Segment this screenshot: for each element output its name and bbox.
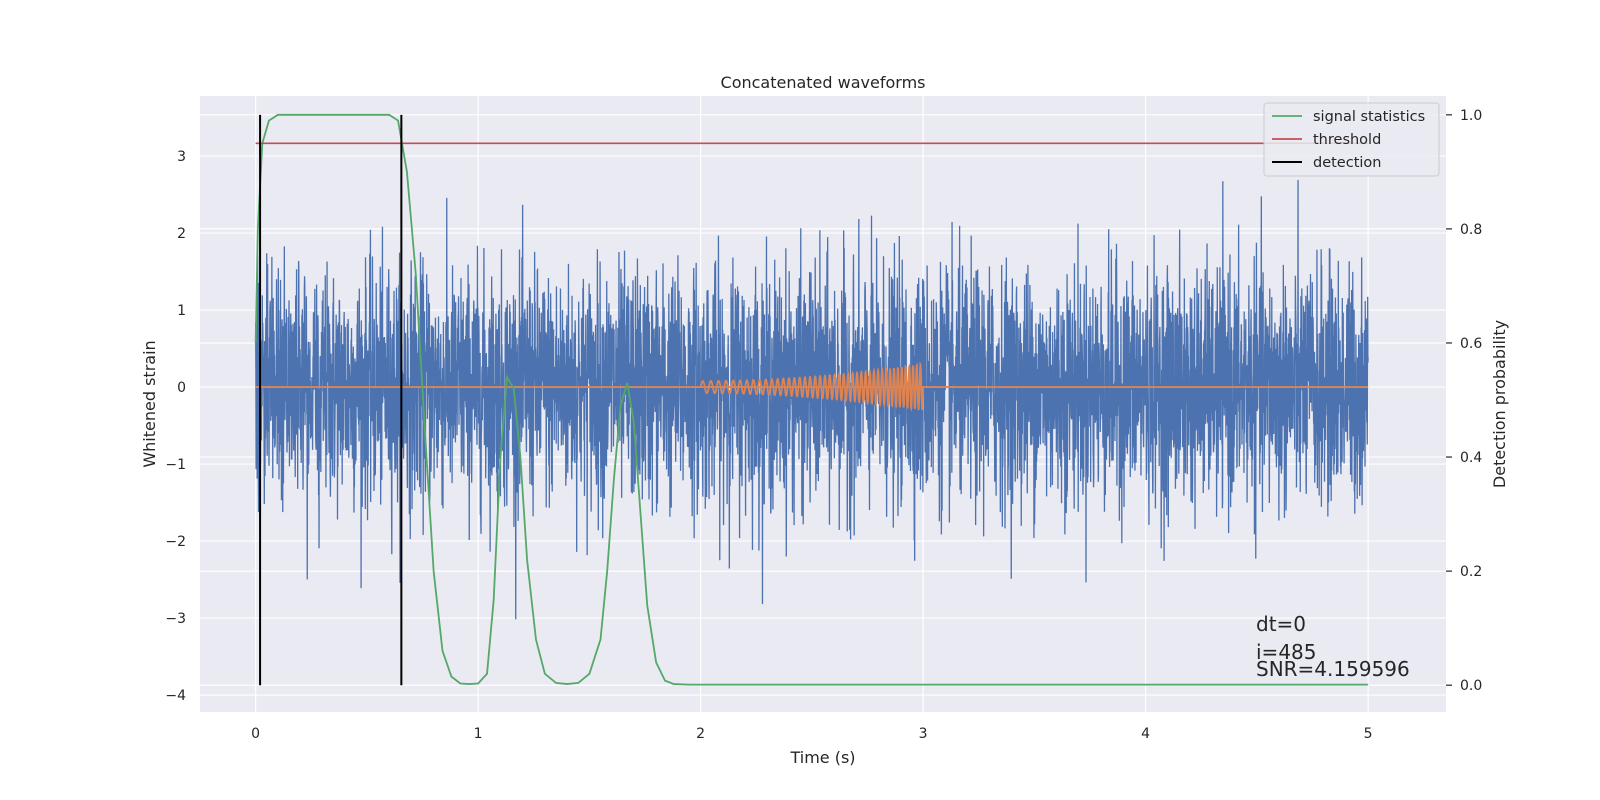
series-signal-statistics	[254, 113, 1369, 686]
legend-label-threshold: threshold	[1313, 132, 1381, 148]
y-tick-label: −4	[165, 688, 186, 704]
legend: signal statistics threshold detection	[1263, 102, 1440, 177]
y-tick-label: 1	[177, 303, 186, 319]
y-tick-label: −1	[165, 457, 186, 473]
x-tick-label: 0	[251, 726, 260, 742]
y2-axis-label: Detection probability	[1490, 320, 1509, 488]
x-tick-label: 3	[919, 726, 928, 742]
chart-title: Concatenated waveforms	[721, 73, 926, 92]
series-template-chirp	[699, 361, 925, 412]
legend-box	[1263, 102, 1440, 177]
annotation-snr: SNR=4.159596	[1256, 657, 1410, 681]
legend-label-signal-statistics: signal statistics	[1313, 109, 1425, 125]
y-tick-label: 3	[177, 149, 186, 165]
y-axis-label: Whitened strain	[140, 340, 159, 467]
annotation-dt: dt=0	[1256, 612, 1306, 636]
x-tick-label: 1	[474, 726, 483, 742]
y-tick-label: −3	[165, 611, 186, 627]
y2-tick-label: 0.2	[1460, 564, 1482, 580]
x-tick-label: 2	[696, 726, 705, 742]
legend-label-detection: detection	[1313, 155, 1381, 171]
series-strain-noise	[254, 180, 1369, 620]
y2-tick-label: 0.0	[1460, 678, 1482, 694]
y2-tick-label: 0.6	[1460, 336, 1482, 352]
y-tick-label: 0	[177, 380, 186, 396]
tick-layer: 0 1 2 3 4 5 −4 −3 −2 −1 0 1 2 3 0.0 0.2 0.4 0.6 0.8 1.0	[165, 108, 1482, 742]
x-tick-label: 5	[1364, 726, 1373, 742]
y2-tick-label: 0.4	[1460, 450, 1482, 466]
y2-tick-label: 0.8	[1460, 222, 1482, 238]
annotation-i: i=485	[1256, 640, 1317, 664]
y-tick-label: 2	[177, 226, 186, 242]
data-layer	[254, 113, 1369, 686]
y-tick-label: −2	[165, 534, 186, 550]
y2-tick-label: 1.0	[1460, 108, 1482, 124]
x-tick-label: 4	[1141, 726, 1150, 742]
x-axis-label: Time (s)	[789, 748, 855, 767]
